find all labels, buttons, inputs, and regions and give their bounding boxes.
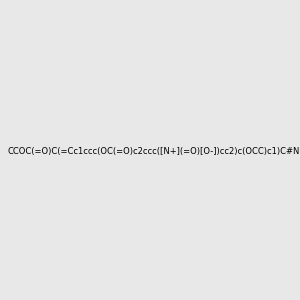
Text: CCOC(=O)C(=Cc1ccc(OC(=O)c2ccc([N+](=O)[O-])cc2)c(OCC)c1)C#N: CCOC(=O)C(=Cc1ccc(OC(=O)c2ccc([N+](=O)[O… bbox=[8, 147, 300, 156]
